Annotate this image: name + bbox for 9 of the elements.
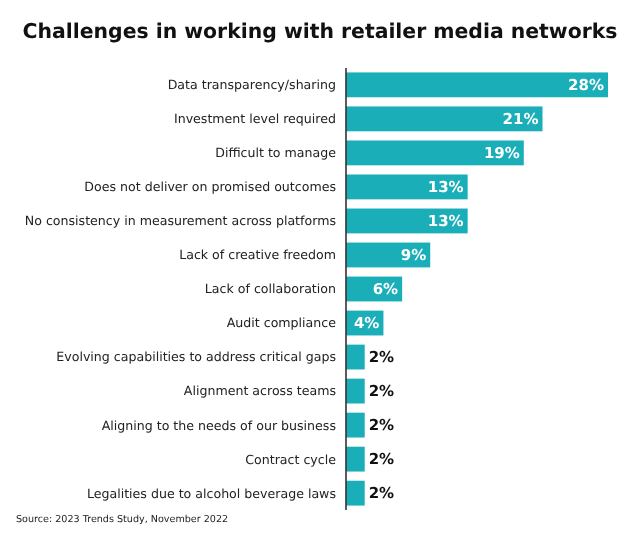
bar [346,412,365,438]
bar [346,106,543,132]
bar [346,480,365,506]
bar [346,72,608,98]
bar [346,140,524,166]
chart-title: Challenges in working with retailer media networks [22,22,618,44]
bar [346,344,365,370]
bar [346,446,365,472]
bar [346,378,365,404]
